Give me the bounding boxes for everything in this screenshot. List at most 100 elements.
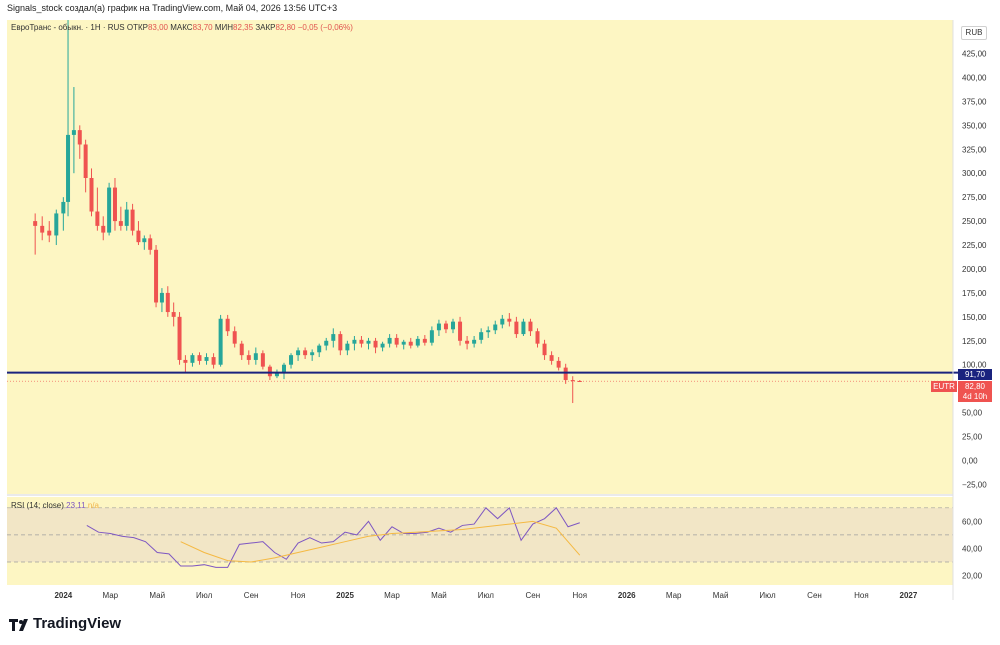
- candle-body: [514, 321, 519, 335]
- candle-body: [107, 187, 112, 233]
- candle-body: [479, 332, 484, 340]
- price-tick-label: 50,00: [962, 409, 983, 418]
- candle-body: [183, 359, 188, 363]
- candle-body: [54, 213, 59, 236]
- candle-body: [77, 130, 82, 145]
- symbol-legend[interactable]: ЕвроТранс - обыкн. · 1Н · RUS ОТКР83,00 …: [11, 23, 353, 32]
- candle-body: [171, 312, 176, 317]
- candle-body: [472, 339, 477, 344]
- candle-body: [204, 357, 209, 361]
- open-label: ОТКР: [126, 23, 148, 32]
- candle-body: [373, 340, 378, 348]
- close-label: ЗАКР: [255, 23, 276, 32]
- price-tick-label: 350,00: [962, 121, 987, 130]
- candle-body: [154, 249, 159, 303]
- candle-body: [274, 372, 279, 377]
- rsi-ma-value: n/a: [87, 501, 99, 510]
- time-tick-label: Мар: [102, 591, 118, 600]
- bar-countdown-label: 4d 10h: [958, 392, 992, 402]
- time-tick-label: 2026: [618, 591, 636, 600]
- candle-body: [66, 134, 71, 202]
- candles: [33, 20, 582, 404]
- candle-body: [458, 321, 463, 341]
- rsi-tick-label: 60,00: [962, 517, 983, 526]
- price-tick-label: 200,00: [962, 265, 987, 274]
- candle-body: [542, 343, 547, 356]
- candle-body: [493, 324, 498, 331]
- candle-body: [267, 366, 272, 377]
- time-tick-label: Сен: [807, 591, 822, 600]
- candle-body: [352, 339, 357, 344]
- candle-body: [95, 211, 100, 226]
- price-axis[interactable]: 450,00425,00400,00375,00350,00325,00300,…: [962, 26, 987, 490]
- time-tick-label: 2027: [900, 591, 918, 600]
- candle-body: [246, 355, 251, 360]
- low-label: МИН: [214, 23, 234, 32]
- rsi-axis: 60,00 40,00 20,00: [962, 517, 983, 580]
- candle-body: [190, 355, 195, 363]
- candle-body: [486, 330, 491, 333]
- candle-body: [89, 178, 94, 212]
- candle-body: [281, 364, 286, 373]
- time-tick-label: Ноя: [854, 591, 869, 600]
- candle-body: [296, 350, 301, 356]
- time-tick-label: Июл: [196, 591, 213, 600]
- candle-body: [507, 318, 512, 322]
- candle-body: [556, 360, 561, 368]
- price-tick-label: 125,00: [962, 337, 987, 346]
- time-tick-label: Мар: [384, 591, 400, 600]
- candle-body: [40, 225, 45, 233]
- candle-body: [345, 343, 350, 351]
- candle-body: [324, 340, 329, 346]
- time-tick-label: Сен: [244, 591, 259, 600]
- candle-body: [401, 341, 406, 345]
- time-tick-label: Май: [149, 591, 165, 600]
- high-value: 83,70: [192, 23, 213, 32]
- candle-body: [211, 357, 216, 365]
- candle-body: [218, 318, 223, 365]
- high-label: МАКС: [170, 23, 193, 32]
- price-tick-label: 300,00: [962, 169, 987, 178]
- time-tick-label: Ноя: [572, 591, 587, 600]
- currency-badge[interactable]: RUB: [961, 26, 987, 40]
- time-tick-label: Май: [431, 591, 447, 600]
- candle-body: [429, 330, 434, 343]
- candle-body: [331, 334, 336, 341]
- rsi-label: RSI (14; close): [11, 501, 64, 510]
- price-tick-label: 275,00: [962, 193, 987, 202]
- candle-body: [422, 338, 427, 343]
- price-tick-label: 150,00: [962, 313, 987, 322]
- candle-body: [451, 321, 456, 330]
- candle-body: [159, 292, 164, 303]
- brand-name[interactable]: TradingView: [33, 615, 122, 632]
- candle-body: [197, 355, 202, 361]
- rsi-legend[interactable]: RSI (14; close) 23,11 n/a: [11, 501, 99, 510]
- candle-body: [225, 318, 230, 332]
- time-tick-label: Мар: [666, 591, 682, 600]
- low-value: 82,35: [233, 23, 254, 32]
- candle-body: [83, 144, 88, 178]
- tradingview-logo-icon: [9, 619, 28, 631]
- time-tick-label: Май: [713, 591, 729, 600]
- price-levels: [7, 371, 958, 382]
- candle-body: [415, 338, 420, 346]
- candle-body: [359, 339, 364, 344]
- price-tick-label: 0,00: [962, 456, 978, 465]
- candle-body: [563, 367, 568, 381]
- candle-body: [317, 345, 322, 353]
- price-tick-label: 100,00: [962, 361, 987, 370]
- candle-body: [33, 221, 38, 226]
- candle-body: [408, 341, 413, 346]
- time-tick-label: Июл: [478, 591, 495, 600]
- time-axis[interactable]: 2024 Мар Май Июл Сен Ноя 2025 Мар Май Июл Сен Ноя 20…: [54, 591, 917, 600]
- time-tick-label: 2024: [54, 591, 72, 600]
- price-tick-label: 425,00: [962, 50, 987, 59]
- candle-body: [338, 334, 343, 351]
- candle-body: [142, 238, 147, 243]
- candle-body: [366, 340, 371, 344]
- candle-body: [61, 201, 66, 214]
- candle-body: [71, 130, 76, 135]
- symbol-name: ЕвроТранс - обыкн. · 1Н · RUS: [11, 23, 125, 32]
- candle-body: [500, 318, 505, 325]
